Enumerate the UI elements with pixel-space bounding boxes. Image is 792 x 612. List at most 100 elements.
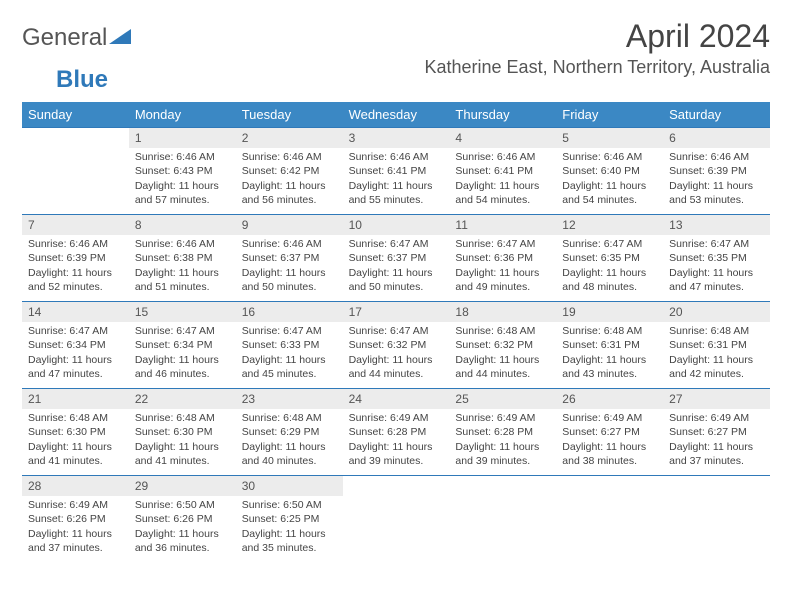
sunset-text: Sunset: 6:41 PM	[349, 164, 444, 178]
day-details: Sunrise: 6:46 AMSunset: 6:39 PMDaylight:…	[663, 148, 770, 211]
day-cell: 28Sunrise: 6:49 AMSunset: 6:26 PMDayligh…	[22, 476, 129, 562]
location-subtitle: Katherine East, Northern Territory, Aust…	[425, 57, 771, 78]
day-number: 26	[556, 389, 663, 409]
day-cell	[663, 476, 770, 562]
day-cell: 4Sunrise: 6:46 AMSunset: 6:41 PMDaylight…	[449, 128, 556, 214]
daylight-text: Daylight: 11 hours and 43 minutes.	[562, 353, 657, 381]
day-cell: 29Sunrise: 6:50 AMSunset: 6:26 PMDayligh…	[129, 476, 236, 562]
sunset-text: Sunset: 6:30 PM	[135, 425, 230, 439]
day-details: Sunrise: 6:47 AMSunset: 6:34 PMDaylight:…	[129, 322, 236, 385]
daylight-text: Daylight: 11 hours and 50 minutes.	[242, 266, 337, 294]
sunrise-text: Sunrise: 6:49 AM	[562, 411, 657, 425]
day-cell: 5Sunrise: 6:46 AMSunset: 6:40 PMDaylight…	[556, 128, 663, 214]
sunset-text: Sunset: 6:41 PM	[455, 164, 550, 178]
day-number: 12	[556, 215, 663, 235]
day-number: 24	[343, 389, 450, 409]
day-details: Sunrise: 6:50 AMSunset: 6:26 PMDaylight:…	[129, 496, 236, 559]
sunset-text: Sunset: 6:34 PM	[28, 338, 123, 352]
day-details: Sunrise: 6:46 AMSunset: 6:41 PMDaylight:…	[449, 148, 556, 211]
sunrise-text: Sunrise: 6:46 AM	[349, 150, 444, 164]
sunset-text: Sunset: 6:26 PM	[28, 512, 123, 526]
daylight-text: Daylight: 11 hours and 46 minutes.	[135, 353, 230, 381]
day-cell: 14 Sunrise: 6:47 AMSunset: 6:34 PMDayligh…	[22, 302, 129, 388]
daylight-text: Daylight: 11 hours and 48 minutes.	[562, 266, 657, 294]
daylight-text: Daylight: 11 hours and 37 minutes.	[669, 440, 764, 468]
sunrise-text: Sunrise: 6:47 AM	[28, 324, 123, 338]
sunset-text: Sunset: 6:28 PM	[455, 425, 550, 439]
title-block: April 2024 Katherine East, Northern Terr…	[425, 18, 771, 78]
daylight-text: Daylight: 11 hours and 54 minutes.	[562, 179, 657, 207]
sunset-text: Sunset: 6:27 PM	[669, 425, 764, 439]
sunrise-text: Sunrise: 6:50 AM	[135, 498, 230, 512]
day-details: Sunrise: 6:47 AMSunset: 6:37 PMDaylight:…	[343, 235, 450, 298]
day-details: Sunrise: 6:48 AMSunset: 6:31 PMDaylight:…	[556, 322, 663, 385]
day-cell: 7Sunrise: 6:46 AMSunset: 6:39 PMDaylight…	[22, 215, 129, 301]
dow-saturday: Saturday	[663, 102, 770, 127]
day-number: 2	[236, 128, 343, 148]
daylight-text: Daylight: 11 hours and 35 minutes.	[242, 527, 337, 555]
daylight-text: Daylight: 11 hours and 41 minutes.	[28, 440, 123, 468]
day-cell	[343, 476, 450, 562]
daylight-text: Daylight: 11 hours and 44 minutes.	[455, 353, 550, 381]
sunrise-text: Sunrise: 6:46 AM	[135, 150, 230, 164]
day-number: 21	[22, 389, 129, 409]
daylight-text: Daylight: 11 hours and 39 minutes.	[455, 440, 550, 468]
dow-tuesday: Tuesday	[236, 102, 343, 127]
dow-thursday: Thursday	[449, 102, 556, 127]
day-number: 29	[129, 476, 236, 496]
sunrise-text: Sunrise: 6:48 AM	[562, 324, 657, 338]
sunrise-text: Sunrise: 6:47 AM	[349, 237, 444, 251]
sunrise-text: Sunrise: 6:47 AM	[455, 237, 550, 251]
daylight-text: Daylight: 11 hours and 40 minutes.	[242, 440, 337, 468]
sunset-text: Sunset: 6:43 PM	[135, 164, 230, 178]
sunrise-text: Sunrise: 6:48 AM	[242, 411, 337, 425]
day-number: 14	[22, 302, 129, 322]
daylight-text: Daylight: 11 hours and 56 minutes.	[242, 179, 337, 207]
day-cell: 16Sunrise: 6:47 AMSunset: 6:33 PMDayligh…	[236, 302, 343, 388]
day-details: Sunrise: 6:47 AMSunset: 6:35 PMDaylight:…	[556, 235, 663, 298]
calendar: Sunday Monday Tuesday Wednesday Thursday…	[22, 102, 770, 562]
sunrise-text: Sunrise: 6:46 AM	[669, 150, 764, 164]
daylight-text: Daylight: 11 hours and 42 minutes.	[669, 353, 764, 381]
sunrise-text: Sunrise: 6:50 AM	[242, 498, 337, 512]
day-details: Sunrise: 6:49 AMSunset: 6:27 PMDaylight:…	[663, 409, 770, 472]
day-details: Sunrise: 6:49 AMSunset: 6:27 PMDaylight:…	[556, 409, 663, 472]
daylight-text: Daylight: 11 hours and 49 minutes.	[455, 266, 550, 294]
day-details: Sunrise: 6:48 AMSunset: 6:30 PMDaylight:…	[129, 409, 236, 472]
daylight-text: Daylight: 11 hours and 47 minutes.	[28, 353, 123, 381]
dow-monday: Monday	[129, 102, 236, 127]
day-details: Sunrise: 6:47 AMSunset: 6:33 PMDaylight:…	[236, 322, 343, 385]
day-details: Sunrise: 6:48 AMSunset: 6:30 PMDaylight:…	[22, 409, 129, 472]
daylight-text: Daylight: 11 hours and 41 minutes.	[135, 440, 230, 468]
daylight-text: Daylight: 11 hours and 45 minutes.	[242, 353, 337, 381]
day-number: 8	[129, 215, 236, 235]
day-number: 30	[236, 476, 343, 496]
dow-sunday: Sunday	[22, 102, 129, 127]
sunrise-text: Sunrise: 6:48 AM	[669, 324, 764, 338]
daylight-text: Daylight: 11 hours and 37 minutes.	[28, 527, 123, 555]
sunset-text: Sunset: 6:42 PM	[242, 164, 337, 178]
sunset-text: Sunset: 6:26 PM	[135, 512, 230, 526]
day-cell: 27Sunrise: 6:49 AMSunset: 6:27 PMDayligh…	[663, 389, 770, 475]
daylight-text: Daylight: 11 hours and 53 minutes.	[669, 179, 764, 207]
month-title: April 2024	[425, 18, 771, 55]
sunrise-text: Sunrise: 6:47 AM	[135, 324, 230, 338]
sunset-text: Sunset: 6:37 PM	[242, 251, 337, 265]
day-cell: 25Sunrise: 6:49 AMSunset: 6:28 PMDayligh…	[449, 389, 556, 475]
week-row: 21Sunrise: 6:48 AMSunset: 6:30 PMDayligh…	[22, 388, 770, 475]
day-details: Sunrise: 6:46 AMSunset: 6:41 PMDaylight:…	[343, 148, 450, 211]
day-cell: 12Sunrise: 6:47 AMSunset: 6:35 PMDayligh…	[556, 215, 663, 301]
day-number: 7	[22, 215, 129, 235]
day-details: Sunrise: 6:48 AMSunset: 6:32 PMDaylight:…	[449, 322, 556, 385]
daylight-text: Daylight: 11 hours and 44 minutes.	[349, 353, 444, 381]
daylight-text: Daylight: 11 hours and 36 minutes.	[135, 527, 230, 555]
week-row: 14Sunrise: 6:47 AMSunset: 6:34 PMDayligh…	[22, 301, 770, 388]
sunset-text: Sunset: 6:35 PM	[669, 251, 764, 265]
sunset-text: Sunset: 6:27 PM	[562, 425, 657, 439]
sunrise-text: Sunrise: 6:47 AM	[349, 324, 444, 338]
day-details: Sunrise: 6:46 AMSunset: 6:38 PMDaylight:…	[129, 235, 236, 298]
sunrise-text: Sunrise: 6:46 AM	[242, 150, 337, 164]
day-cell: 21Sunrise: 6:48 AMSunset: 6:30 PMDayligh…	[22, 389, 129, 475]
daylight-text: Daylight: 11 hours and 50 minutes.	[349, 266, 444, 294]
day-number: 3	[343, 128, 450, 148]
